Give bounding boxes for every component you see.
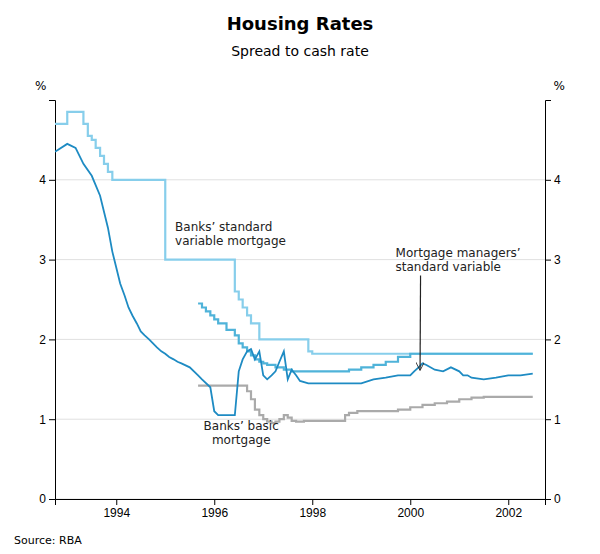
tick: 1 [39,413,55,427]
axis-line [546,101,552,500]
tick-mark [545,180,551,181]
tick-mark [545,499,551,500]
tick: 0 [39,492,55,506]
tick-mark [116,499,117,505]
x-axis: 1994 1996 1998 2000 2002 [56,499,546,520]
annotation: Banks’ basicmortgage [204,419,279,447]
tick: 1 [545,413,561,427]
tick-label: 4 [39,173,46,187]
tick-label: 2002 [495,506,522,520]
tick-label: 4 [554,173,561,187]
tick-label: 1998 [299,506,326,520]
grid-line [55,419,545,420]
tick-label: 2000 [397,506,424,520]
tick-mark [545,339,551,340]
tick: 3 [545,253,561,267]
chart: 1994 1996 1998 2000 2002 0 1 2 3 4 0 1 2 3 4 Housing Ra… [0,0,600,554]
tick: 4 [545,173,561,187]
tick-mark [49,180,55,181]
y-axis-label: % [35,79,46,93]
tick: 2 [39,333,55,347]
tick-mark [49,339,55,340]
axis-line [56,500,546,506]
tick-mark [49,260,55,261]
plot-area [55,112,533,423]
tick-mark [49,419,55,420]
series-line [55,144,533,415]
tick-mark [545,419,551,420]
tick: 2 [545,333,561,347]
tick: 4 [39,173,55,187]
tick-mark [545,260,551,261]
tick-mark [49,499,55,500]
tick: 1996 [201,499,228,520]
subtitle: Spread to cash rate [231,43,369,59]
series-line [198,303,533,371]
source: Source: RBA [14,534,82,547]
tick: 0 [545,492,561,506]
tick-mark [312,499,313,505]
y2-axis: 0 1 2 3 4 [545,101,561,507]
axis-line [49,101,56,500]
tick-label: 3 [39,253,46,267]
tick: 2002 [495,499,522,520]
series-line [198,386,533,424]
tick-label: 3 [554,253,561,267]
y2-axis-label: % [554,79,565,93]
tick-label: 2 [554,333,561,347]
tick: 1998 [299,499,326,520]
y-axis: 0 1 2 3 4 [39,101,55,507]
tick-label: 0 [39,492,46,506]
title: Housing Rates [227,13,374,34]
tick-label: 1 [39,413,46,427]
tick-mark [508,499,509,505]
tick: 3 [39,253,55,267]
tick-mark [214,499,215,505]
tick-mark [410,499,411,505]
annotation: Banks’ standardvariable mortgage [175,220,286,248]
tick-label: 1994 [103,506,130,520]
tick: 1994 [103,499,130,520]
tick-label: 1 [554,413,561,427]
annotation: Mortgage managers’standard variable [396,246,521,274]
tick-label: 1996 [201,506,228,520]
series-line [55,112,533,354]
tick-label: 0 [554,492,561,506]
annotation-arrow [419,276,421,370]
tick: 2000 [397,499,424,520]
tick-label: 2 [39,333,46,347]
